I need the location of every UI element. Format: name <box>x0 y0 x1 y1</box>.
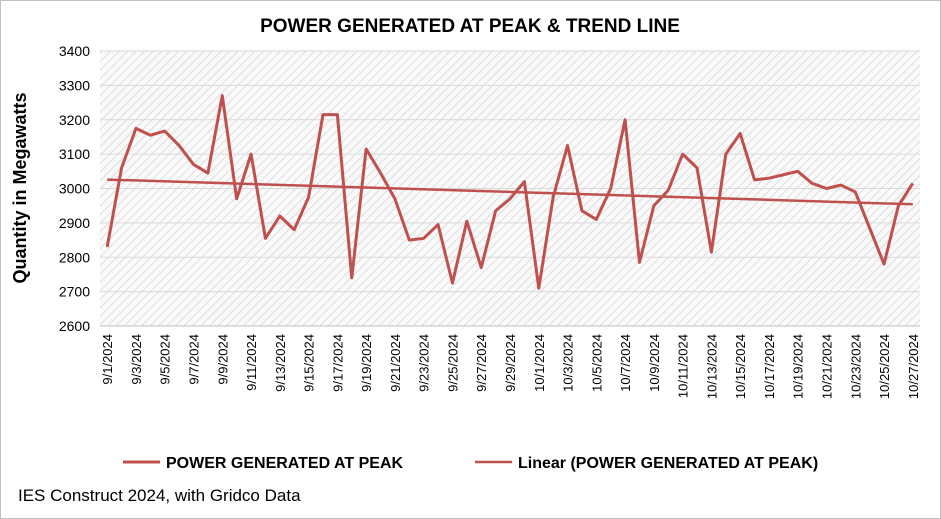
legend-label: POWER GENERATED AT PEAK <box>166 455 403 472</box>
y-tick-label: 2900 <box>59 215 90 231</box>
y-axis-title: Quantity in Megawatts <box>10 92 30 283</box>
x-tick-label: 10/21/2024 <box>819 334 834 399</box>
x-tick-label: 9/27/2024 <box>474 334 489 392</box>
x-tick-label: 9/15/2024 <box>302 334 317 392</box>
x-tick-label: 10/19/2024 <box>791 334 806 399</box>
x-tick-label: 10/15/2024 <box>733 334 748 399</box>
y-tick-label: 3100 <box>59 146 90 162</box>
legend-label: Linear (POWER GENERATED AT PEAK) <box>518 455 818 472</box>
x-tick-label: 10/13/2024 <box>704 334 719 399</box>
x-tick-label: 9/19/2024 <box>359 334 374 392</box>
x-tick-label: 9/29/2024 <box>503 334 518 392</box>
x-tick-label: 10/7/2024 <box>618 334 633 392</box>
x-tick-label: 10/5/2024 <box>589 334 604 392</box>
x-tick-label: 9/5/2024 <box>158 334 173 385</box>
chart-title: POWER GENERATED AT PEAK & TREND LINE <box>260 16 680 37</box>
y-tick-label: 2800 <box>59 249 90 265</box>
y-tick-label: 2700 <box>59 284 90 300</box>
x-tick-label: 10/17/2024 <box>762 334 777 399</box>
x-tick-label: 9/17/2024 <box>330 334 345 392</box>
x-tick-label: 9/11/2024 <box>244 334 259 391</box>
x-tick-label: 10/25/2024 <box>877 334 892 399</box>
x-tick-label: 9/7/2024 <box>187 334 202 385</box>
x-tick-label: 10/11/2024 <box>676 334 691 398</box>
x-tick-label: 10/27/2024 <box>906 334 921 399</box>
y-tick-label: 3200 <box>59 112 90 128</box>
x-tick-label: 9/23/2024 <box>417 334 432 392</box>
x-tick-label: 10/1/2024 <box>532 334 547 392</box>
x-tick-label: 10/9/2024 <box>647 334 662 392</box>
trend-line <box>107 178 913 206</box>
x-tick-label: 9/25/2024 <box>445 334 460 392</box>
x-tick-label: 9/13/2024 <box>273 334 288 392</box>
x-tick-label: 9/9/2024 <box>215 334 230 385</box>
x-tick-label: 10/23/2024 <box>848 334 863 399</box>
y-tick-label: 3300 <box>59 77 90 93</box>
x-tick-label: 9/1/2024 <box>100 334 115 385</box>
y-tick-label: 3000 <box>59 181 90 197</box>
y-tick-label: 2600 <box>59 318 90 334</box>
source-note: IES Construct 2024, with Gridco Data <box>18 486 301 505</box>
y-tick-label: 3400 <box>59 43 90 59</box>
x-tick-label: 10/3/2024 <box>561 334 576 392</box>
x-tick-label: 9/3/2024 <box>129 334 144 385</box>
x-tick-label: 9/21/2024 <box>388 334 403 392</box>
